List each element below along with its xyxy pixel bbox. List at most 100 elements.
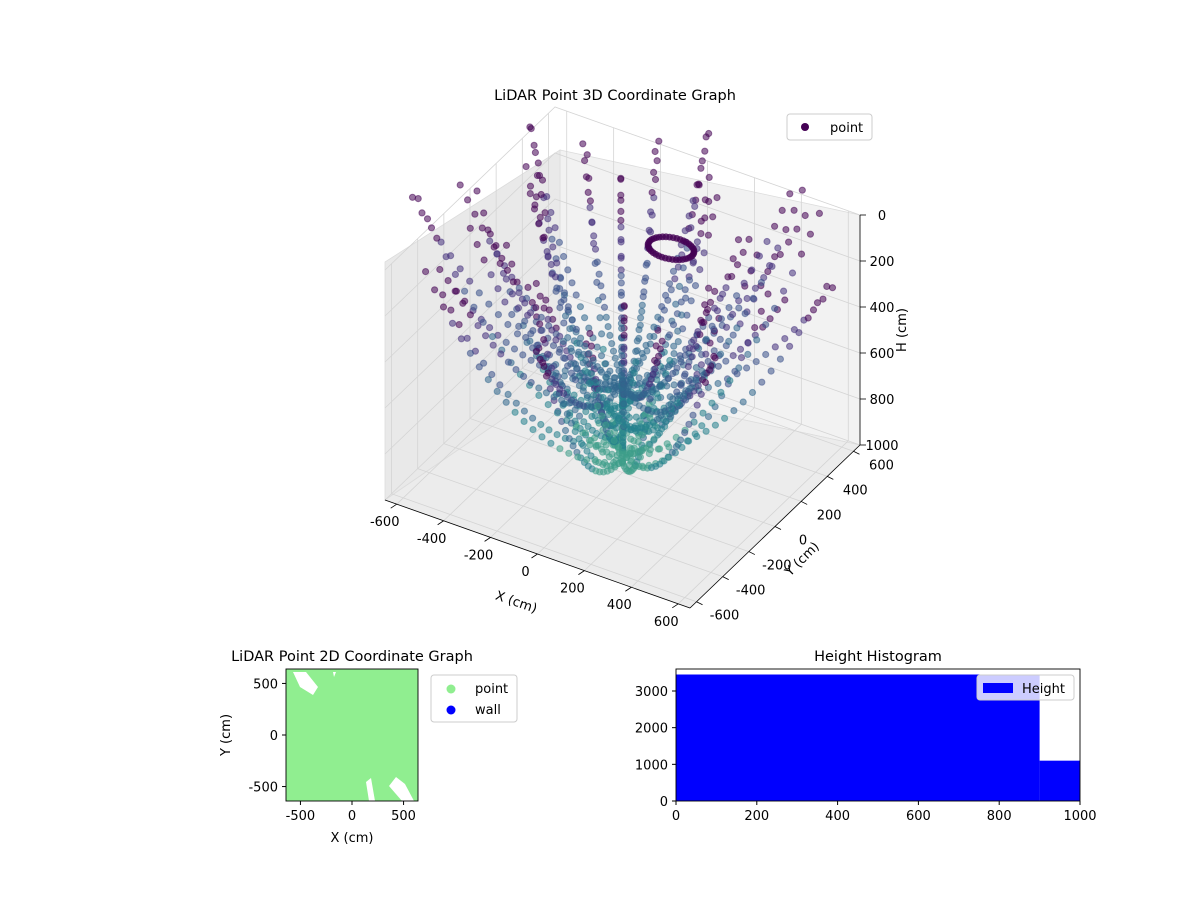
data-point — [602, 421, 610, 429]
data-point — [709, 213, 717, 221]
data-point — [666, 356, 674, 365]
data-point — [604, 323, 612, 331]
data-point — [520, 372, 528, 380]
data-point — [544, 350, 552, 358]
y-tick-label-hist: 1000 — [635, 758, 668, 773]
data-point — [455, 321, 463, 329]
data-point — [595, 386, 603, 394]
data-point — [538, 326, 546, 334]
chart-3d: LiDAR Point 3D Coordinate Graph -600 -400… — [370, 88, 910, 630]
data-point — [617, 223, 625, 231]
data-point — [519, 351, 527, 359]
data-point — [579, 387, 587, 395]
data-point — [520, 417, 528, 425]
data-point — [620, 400, 628, 408]
data-point — [602, 313, 610, 321]
data-point — [766, 262, 774, 270]
data-point — [536, 320, 544, 328]
data-point — [734, 236, 743, 244]
y-tick-label-3d: 600 — [869, 458, 894, 473]
x-tick-label-hist: 0 — [672, 809, 680, 824]
x-tick-mark — [437, 520, 444, 526]
data-point — [422, 268, 430, 276]
data-point — [651, 365, 659, 373]
data-point — [641, 277, 649, 285]
data-point — [617, 236, 625, 244]
data-point — [598, 330, 606, 338]
data-point — [697, 390, 705, 398]
data-point — [698, 367, 706, 375]
data-point — [682, 294, 690, 302]
data-point — [559, 337, 568, 345]
data-point — [555, 238, 564, 246]
data-point — [655, 137, 663, 145]
data-point — [439, 303, 448, 311]
data-point — [590, 232, 598, 240]
data-point — [620, 331, 628, 339]
data-point — [485, 300, 493, 308]
data-point — [447, 306, 455, 314]
x-tick-label-2d: -500 — [286, 809, 316, 824]
grid-z-0 — [384, 106, 861, 271]
data-point — [527, 356, 535, 364]
data-point — [606, 429, 614, 437]
data-point — [489, 341, 497, 349]
data-point — [504, 358, 512, 366]
x-axis-label-2d: X (cm) — [331, 831, 374, 846]
data-point — [508, 260, 516, 268]
data-point — [545, 226, 553, 234]
y-tick-label-3d: -200 — [762, 559, 792, 574]
data-point — [671, 275, 679, 283]
data-point — [564, 362, 572, 370]
data-point — [595, 270, 603, 278]
data-point — [584, 360, 592, 369]
data-point — [521, 317, 529, 325]
data-point — [535, 391, 543, 399]
data-point — [548, 235, 556, 243]
data-point — [681, 286, 689, 294]
data-point — [739, 248, 747, 256]
data-point — [736, 345, 745, 353]
data-point — [617, 266, 625, 274]
data-point — [690, 336, 698, 344]
data-point — [632, 358, 640, 366]
data-point — [645, 226, 653, 234]
data-point — [662, 291, 670, 299]
data-point — [667, 286, 675, 294]
data-point — [701, 147, 709, 155]
data-point — [753, 336, 761, 344]
data-point — [521, 299, 529, 307]
data-point — [813, 299, 822, 307]
data-point — [654, 394, 662, 402]
data-point — [650, 168, 658, 176]
data-point — [567, 369, 576, 377]
data-point — [482, 332, 490, 340]
data-point — [617, 207, 625, 215]
data-point — [581, 342, 589, 350]
data-point — [556, 385, 564, 393]
data-point — [600, 438, 608, 446]
data-point — [630, 444, 638, 452]
data-point — [587, 452, 595, 460]
legend-3d-label: point — [830, 121, 863, 136]
x-tick-mark — [484, 537, 491, 542]
data-point — [553, 409, 562, 417]
data-point — [781, 335, 789, 343]
data-point — [571, 427, 579, 436]
data-point — [706, 366, 714, 374]
y-tick-label-2d: -500 — [248, 781, 278, 796]
data-point — [617, 279, 625, 287]
data-point — [522, 333, 530, 342]
data-point — [589, 356, 597, 364]
x-tick-label-hist: 600 — [906, 809, 931, 824]
data-point — [603, 400, 611, 408]
data-point — [688, 353, 696, 361]
data-point — [572, 291, 580, 299]
data-point — [567, 419, 575, 427]
data-point — [464, 196, 472, 204]
data-point — [737, 354, 746, 362]
data-point — [526, 190, 534, 198]
data-point — [431, 286, 439, 294]
